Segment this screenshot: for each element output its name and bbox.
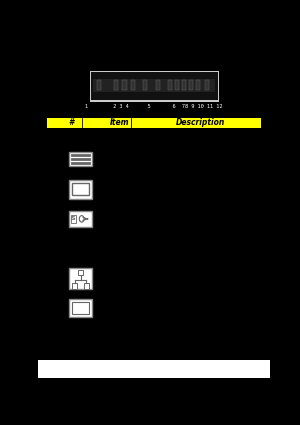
Text: Description: Description [176, 119, 225, 128]
Bar [156, 80, 160, 91]
Bar [196, 80, 200, 91]
Text: 1        2 3 4      5       6  78 9 10 11 12: 1 2 3 4 5 6 78 9 10 11 12 [85, 104, 223, 109]
Bar [72, 283, 77, 289]
Circle shape [79, 215, 84, 222]
Bar [70, 180, 92, 198]
Text: #: # [69, 119, 74, 128]
Bar [38, 360, 270, 378]
Bar [72, 183, 89, 196]
Bar [97, 80, 101, 91]
Bar [78, 270, 83, 275]
Bar [71, 215, 76, 223]
Bar [72, 302, 89, 314]
Bar [130, 80, 135, 91]
Bar [205, 80, 209, 91]
Bar [70, 152, 92, 166]
Bar [122, 80, 127, 91]
Text: S: S [71, 216, 76, 221]
Bar [83, 283, 89, 289]
Bar [91, 72, 218, 100]
Text: Item: Item [110, 119, 130, 128]
Bar [90, 71, 219, 102]
Bar [143, 80, 148, 91]
Bar [47, 118, 261, 128]
Bar [189, 80, 193, 91]
Bar [175, 80, 179, 91]
Bar [168, 80, 172, 91]
Bar [70, 268, 92, 289]
Bar [182, 80, 186, 91]
Bar [69, 211, 92, 227]
Bar [93, 79, 215, 92]
Bar [70, 299, 92, 317]
Bar [114, 80, 118, 91]
